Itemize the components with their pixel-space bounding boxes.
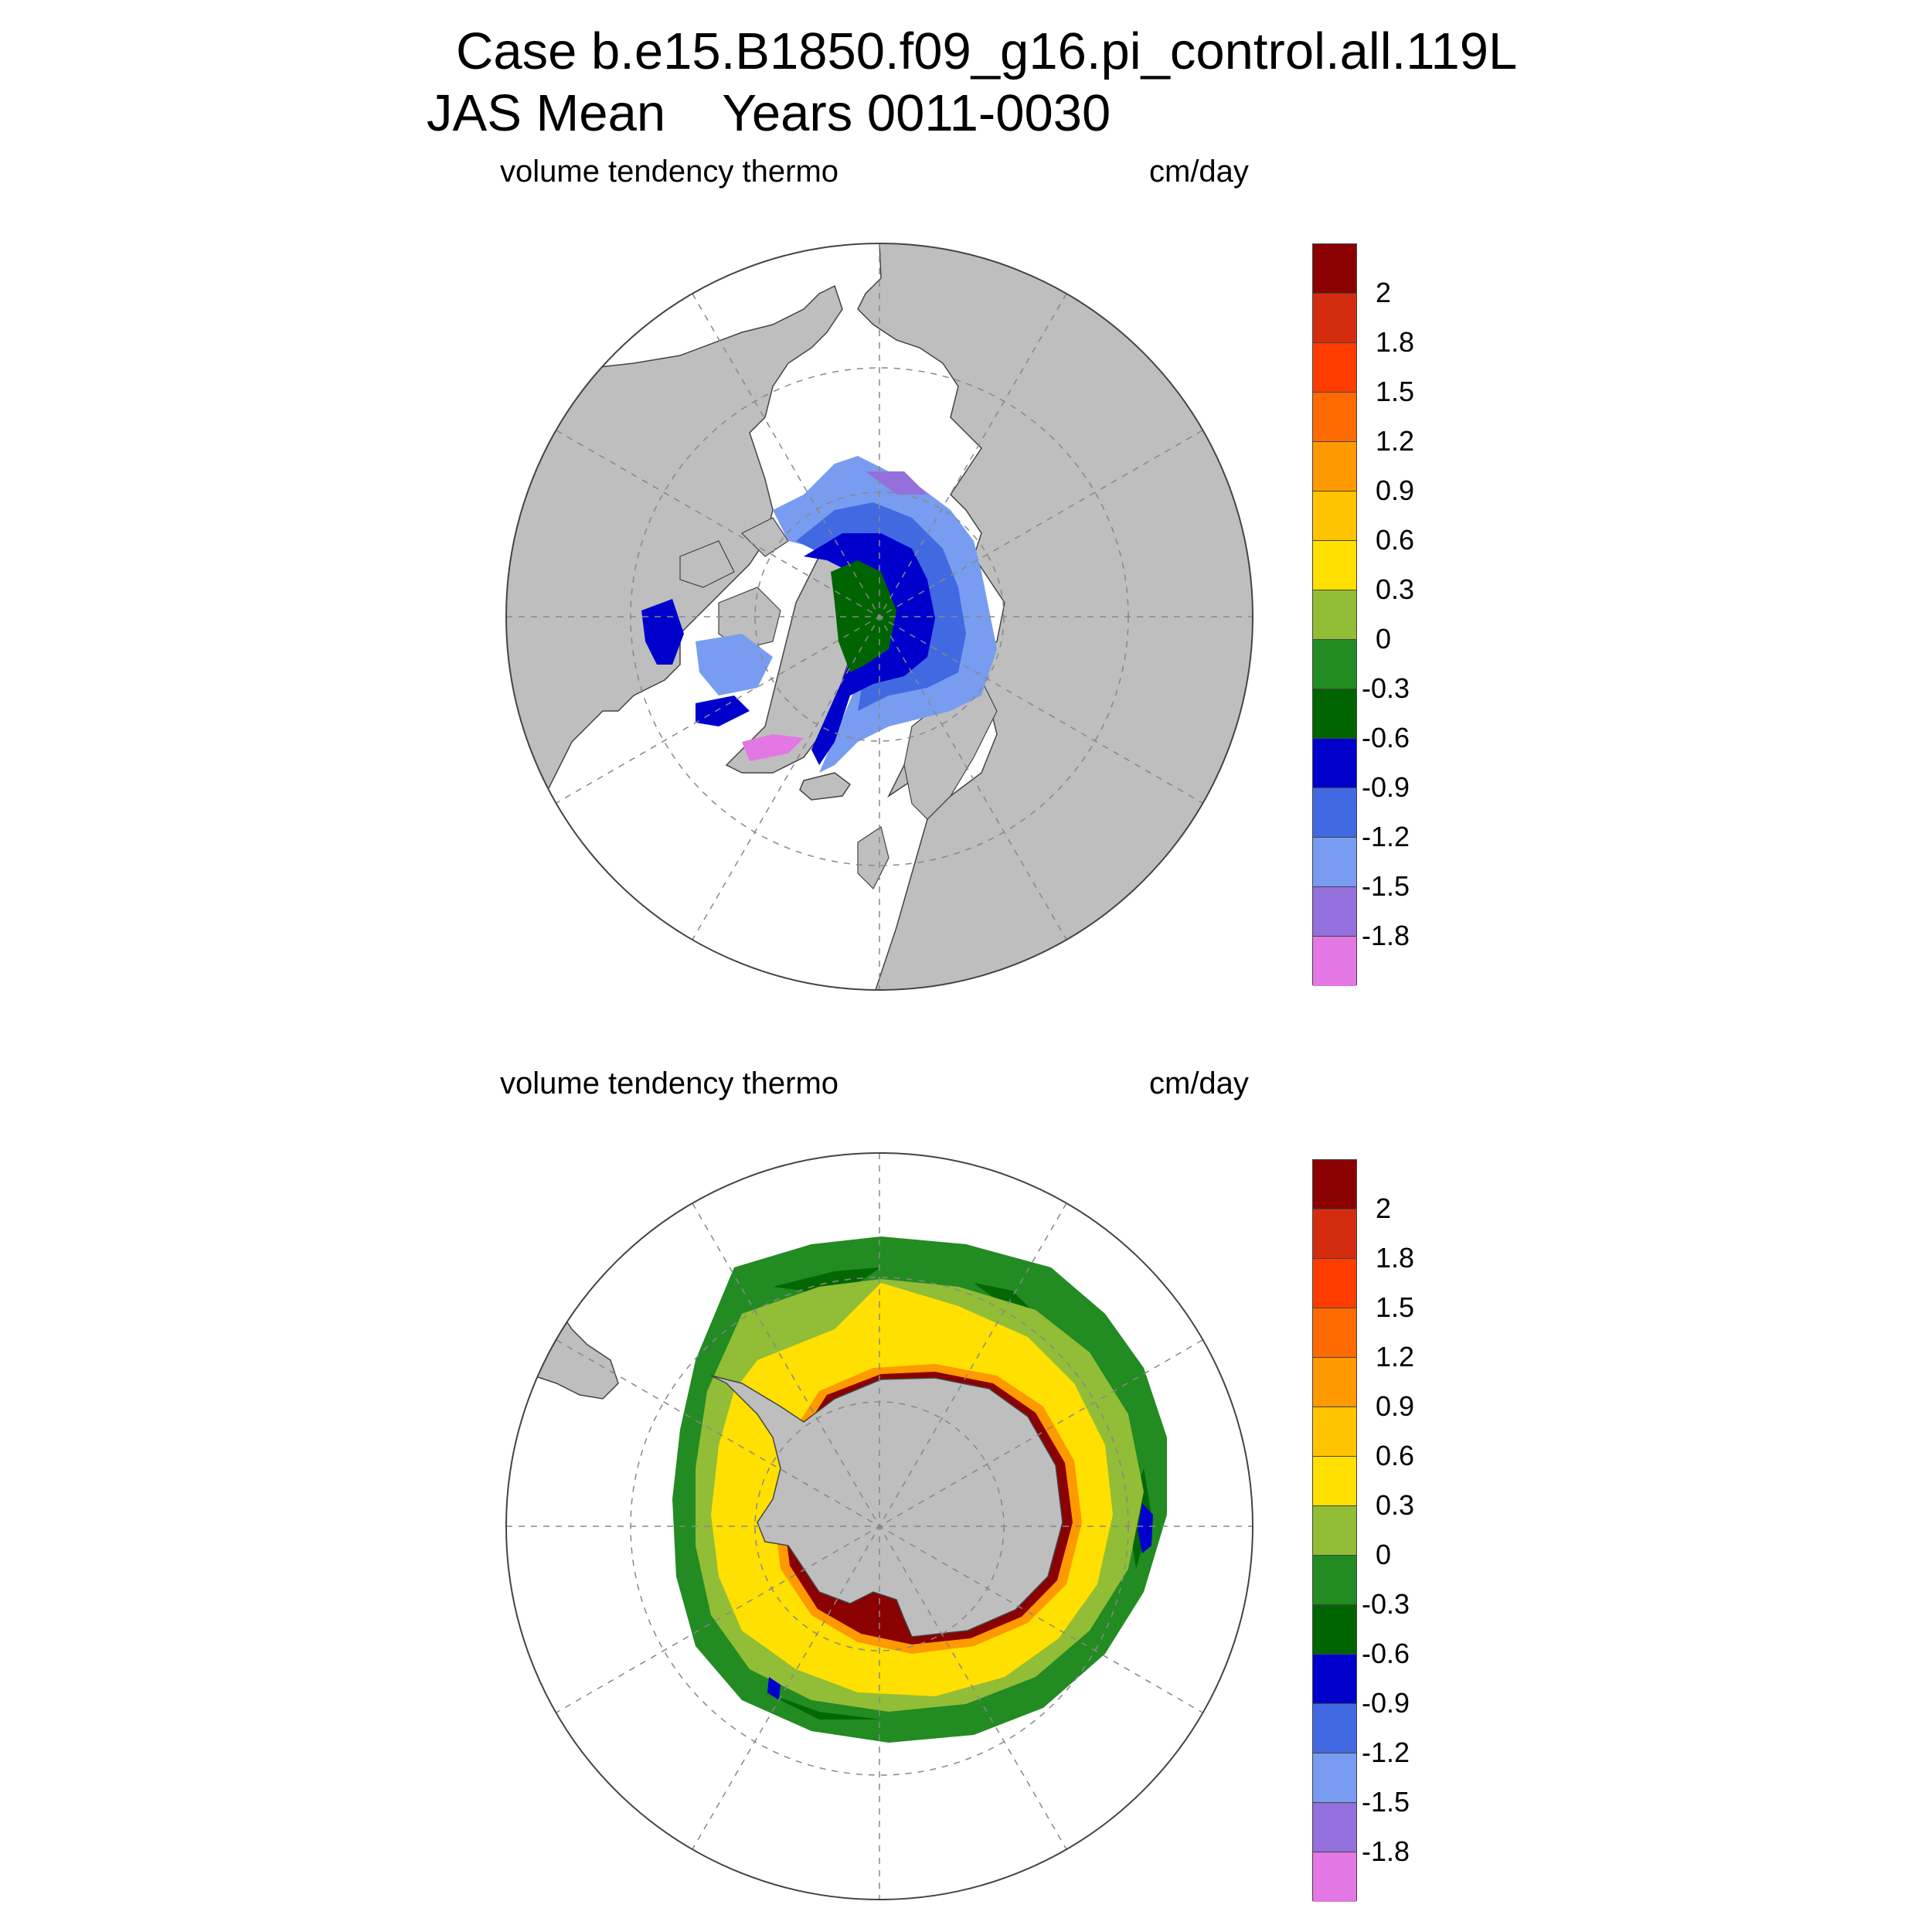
colorbar-swatch: [1313, 541, 1356, 590]
colorbar-swatch: [1313, 590, 1356, 640]
colorbar-tick-label: -1.5: [1362, 1786, 1410, 1818]
colorbar-tick-label: 1.8: [1376, 326, 1415, 358]
colorbar-swatch: [1313, 1160, 1356, 1209]
arctic-graticule: [506, 243, 1253, 990]
colorbar-swatch: [1313, 739, 1356, 788]
baffin-bay-ice: [641, 599, 684, 665]
southern-blue-east: [1138, 1503, 1153, 1553]
antarctic-map-border: [505, 1152, 1253, 1900]
colorbar-swatch: [1313, 1457, 1356, 1506]
colorbar-swatch: [1313, 1852, 1356, 1902]
colorbar-swatch: [1313, 1259, 1356, 1308]
colorbar-bottom: [1312, 1159, 1357, 1902]
colorbar-swatch: [1313, 1803, 1356, 1852]
east-siberian-pink: [866, 471, 927, 495]
colorbar-tick-label: -1.8: [1362, 920, 1410, 951]
colorbar-swatch: [1313, 294, 1356, 343]
colorbar-tick-label: 0.3: [1376, 573, 1415, 605]
colorbar-tick-label: 1.5: [1376, 376, 1415, 407]
colorbar-swatch: [1313, 343, 1356, 393]
colorbar-tick-label: 1.2: [1376, 1341, 1415, 1372]
colorbar-swatch: [1313, 1407, 1356, 1457]
colorbar-tick-label: -0.6: [1362, 1638, 1410, 1669]
colorbar-swatch: [1313, 1506, 1356, 1556]
panel2-variable-label: volume tendency thermo: [500, 1066, 839, 1100]
colorbar-tick-label: 2: [1376, 1192, 1392, 1224]
colorbar-tick-label: -1.8: [1362, 1835, 1410, 1867]
colorbar-tick-label: -1.2: [1362, 821, 1410, 852]
colorbar-tick-label: -0.9: [1362, 1687, 1410, 1719]
antarctic-graticule: [506, 1153, 1253, 1900]
colorbar-swatch: [1313, 937, 1356, 986]
colorbar-tick-label: 1.8: [1376, 1242, 1415, 1274]
colorbar-tick-label: -0.6: [1362, 722, 1410, 753]
colorbar-tick-label: 0.9: [1376, 474, 1415, 506]
colorbar-tick-label: 0.6: [1376, 1440, 1415, 1471]
colorbar-swatch: [1313, 244, 1356, 294]
antarctic-map: [506, 1153, 1253, 1900]
colorbar-swatch: [1313, 1605, 1356, 1655]
colorbar-tick-label: -1.5: [1362, 870, 1410, 902]
colorbar-tick-label: -0.3: [1362, 1588, 1410, 1620]
colorbar-tick-label: 0.9: [1376, 1390, 1415, 1422]
figure-title-line1: Case b.e15.B1850.f09_g16.pi_control.all.…: [456, 22, 1518, 80]
panel1-units-label: cm/day: [1149, 155, 1249, 189]
colorbar-swatch: [1313, 1308, 1356, 1358]
colorbar-swatch: [1313, 788, 1356, 838]
antarctica-land: [710, 1375, 1063, 1638]
arctic-map-border: [505, 243, 1253, 991]
colorbar-swatch: [1313, 1704, 1356, 1753]
colorbar-swatch: [1313, 393, 1356, 442]
figure-title-line2: JAS Mean Years 0011-0030: [427, 84, 1111, 142]
colorbar-swatch: [1313, 1556, 1356, 1605]
panel2-units-label: cm/day: [1149, 1066, 1249, 1100]
colorbar-tick-label: 0: [1376, 623, 1392, 655]
colorbar-swatch: [1313, 640, 1356, 689]
colorbar-tick-label: 0.6: [1376, 524, 1415, 556]
labrador-ice: [696, 696, 750, 726]
colorbar-tick-label: 2: [1376, 277, 1392, 308]
colorbar-swatch: [1313, 838, 1356, 887]
colorbar-tick-label: 1.2: [1376, 425, 1415, 457]
barents-pink: [742, 734, 804, 761]
colorbar-swatch: [1313, 492, 1356, 541]
arctic-map: [506, 243, 1253, 990]
colorbar-tick-label: 1.5: [1376, 1291, 1415, 1323]
colorbar-swatch: [1313, 1753, 1356, 1803]
colorbar-tick-label: 0.3: [1376, 1489, 1415, 1521]
colorbar-swatch: [1313, 1209, 1356, 1259]
panel1-variable-label: volume tendency thermo: [500, 155, 839, 189]
iceland-land: [799, 772, 852, 801]
southern-blue-west: [767, 1677, 781, 1700]
colorbar-swatch: [1313, 1358, 1356, 1407]
colorbar-tick-label: -1.2: [1362, 1736, 1410, 1768]
colorbar-tick-label: -0.3: [1362, 672, 1410, 704]
colorbar-tick-label: 0: [1376, 1539, 1392, 1570]
colorbar-tick-label: -0.9: [1362, 771, 1410, 803]
colorbar-swatch: [1313, 887, 1356, 937]
colorbar-top: [1312, 243, 1357, 986]
colorbar-swatch: [1313, 689, 1356, 739]
colorbar-swatch: [1313, 442, 1356, 492]
colorbar-swatch: [1313, 1655, 1356, 1704]
hudson-bay-ice: [696, 634, 773, 696]
